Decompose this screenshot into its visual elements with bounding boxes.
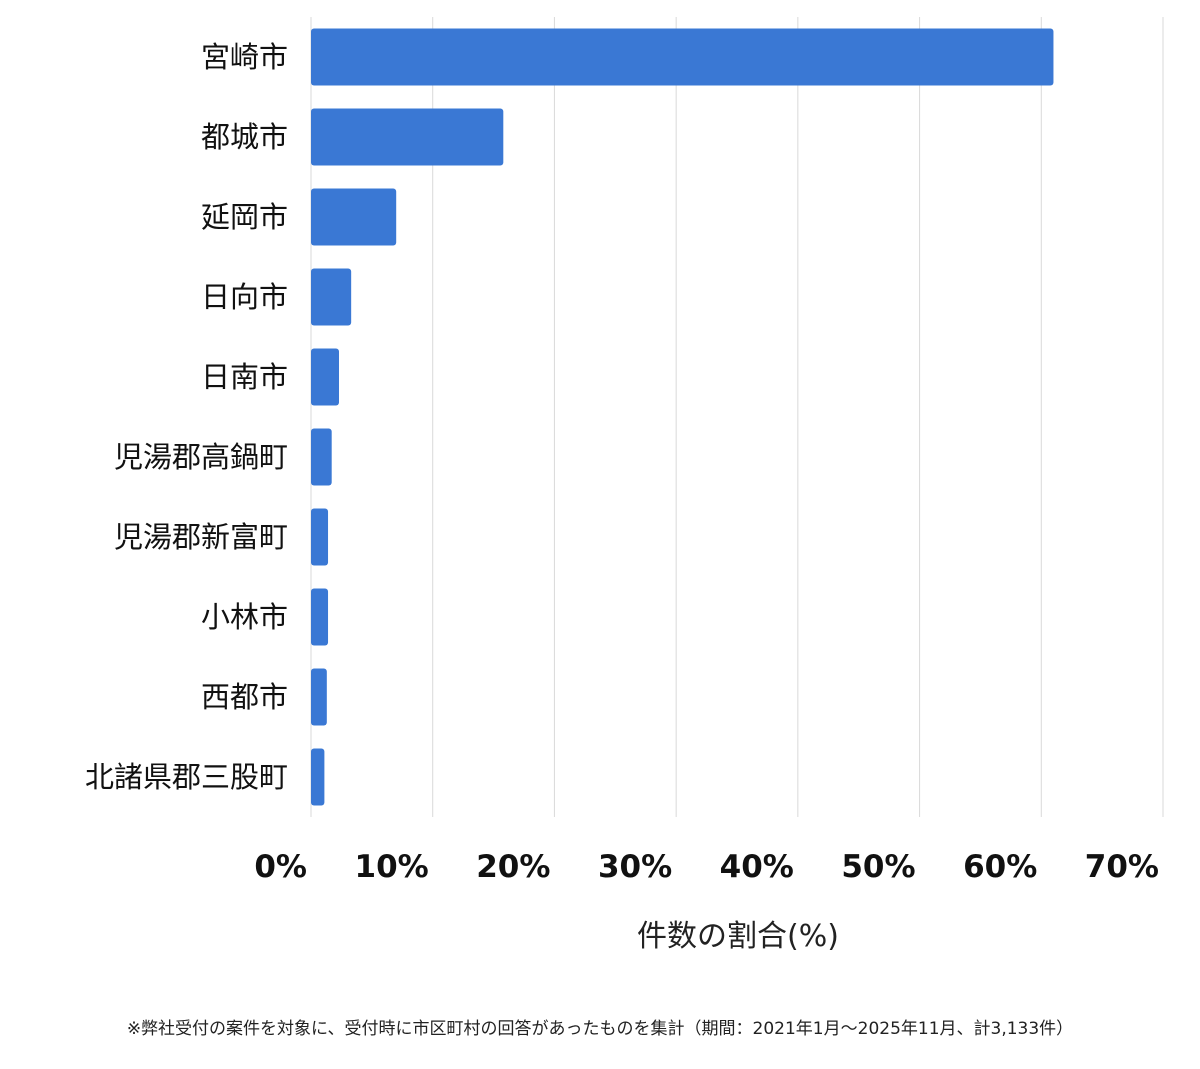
category-label: 宮崎市 — [201, 40, 288, 74]
bar — [311, 188, 397, 246]
category-label: 日向市 — [201, 280, 288, 314]
bar — [311, 508, 329, 566]
bar-chart: 宮崎市都城市延岡市日向市日南市児湯郡高鍋町児湯郡新富町小林市西都市北諸県郡三股町… — [85, 17, 1164, 954]
bar — [311, 28, 1054, 86]
x-tick-labels: 0% 10% 20% 30% 40% 50% 60% 70% — [254, 849, 1159, 885]
x-tick-label: 0% — [254, 849, 307, 885]
bar — [311, 348, 339, 406]
footnote: ※弊社受付の案件を対象に、受付時に市区町村の回答があったものを集計（期間：202… — [126, 1019, 1074, 1039]
bar — [311, 268, 352, 326]
x-tick-label: 60% — [963, 849, 1037, 885]
bars — [311, 28, 1054, 806]
category-label: 日南市 — [201, 360, 288, 394]
category-label: 西都市 — [201, 680, 288, 714]
category-label: 児湯郡高鍋町 — [114, 440, 288, 474]
bar — [311, 428, 332, 486]
bar — [311, 748, 325, 806]
category-label: 延岡市 — [201, 200, 288, 234]
bar — [311, 588, 329, 646]
x-tick-label: 50% — [841, 849, 915, 885]
bar — [311, 668, 327, 726]
x-tick-label: 70% — [1085, 849, 1159, 885]
category-label: 北諸県郡三股町 — [85, 760, 288, 794]
bar — [311, 108, 504, 166]
x-tick-label: 20% — [476, 849, 550, 885]
category-label: 都城市 — [201, 120, 288, 154]
category-label: 小林市 — [201, 600, 288, 634]
x-tick-label: 30% — [598, 849, 672, 885]
x-tick-label: 40% — [720, 849, 794, 885]
x-axis-title: 件数の割合(%) — [637, 919, 839, 954]
x-tick-label: 10% — [355, 849, 429, 885]
category-label: 児湯郡新富町 — [114, 520, 288, 554]
